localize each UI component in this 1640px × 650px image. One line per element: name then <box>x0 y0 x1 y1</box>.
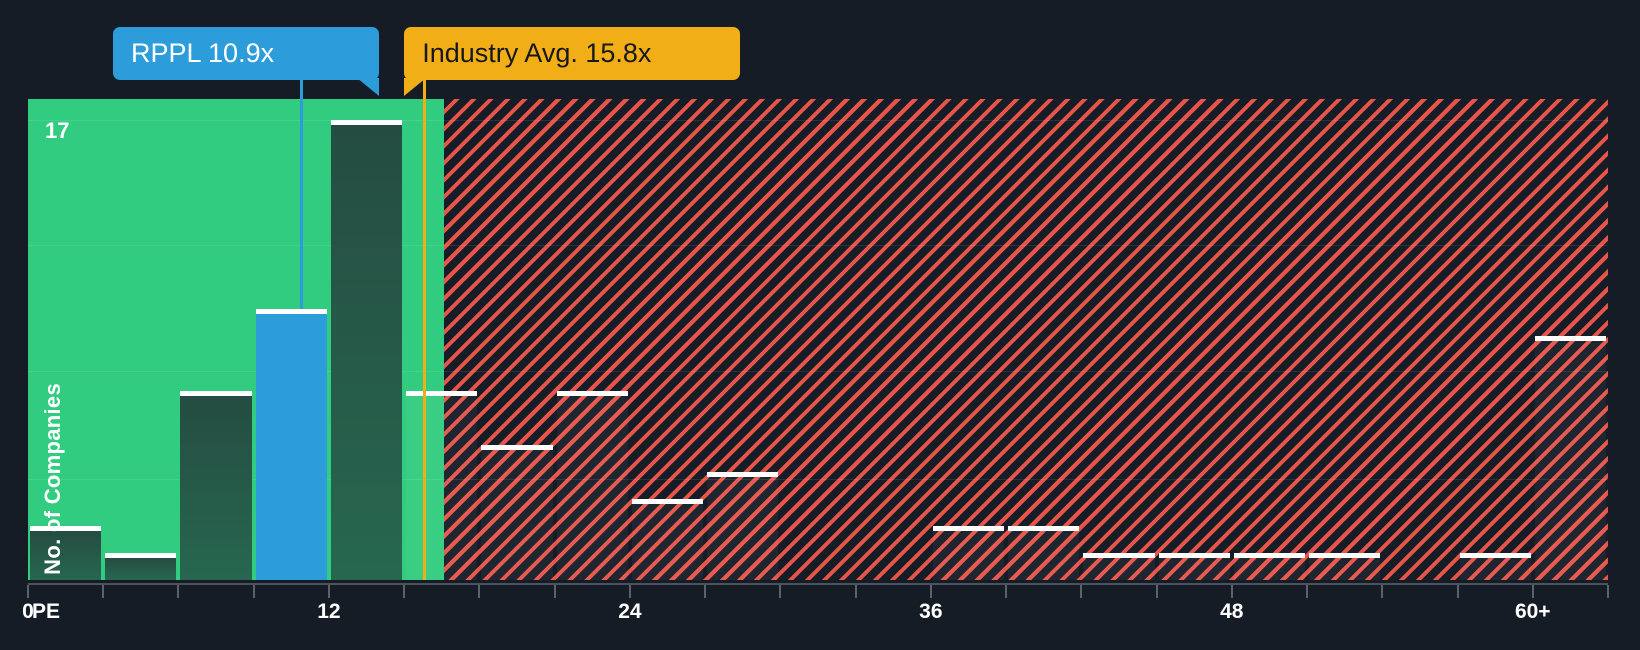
x-axis-tick <box>478 585 481 598</box>
company-marker-leader <box>300 80 304 99</box>
overvalued-zone <box>444 99 1608 580</box>
x-axis-tick-label: 12 <box>317 600 341 623</box>
company-pe-badge[interactable]: RPPL 10.9x <box>113 27 379 96</box>
x-axis-tick <box>854 585 857 598</box>
x-axis-tick <box>929 585 932 598</box>
x-axis-tick <box>1005 585 1008 598</box>
x-axis-tick <box>779 585 782 598</box>
badge-tail <box>357 78 379 96</box>
company-pe-badge-label: RPPL 10.9x <box>131 38 275 68</box>
industry-pe-badge[interactable]: Industry Avg. 15.8x <box>404 27 741 96</box>
plot-area <box>28 99 1608 580</box>
bar <box>1309 552 1381 580</box>
bar <box>1083 552 1155 580</box>
x-axis-tick-label: 0 <box>22 600 34 623</box>
bar <box>707 471 779 580</box>
x-axis-line <box>28 583 1608 585</box>
industry-pe-badge-label: Industry Avg. 15.8x <box>422 38 652 68</box>
x-axis-tick <box>252 585 255 598</box>
bar <box>481 444 553 580</box>
x-axis-tick <box>1456 585 1459 598</box>
x-axis-tick <box>1531 585 1534 598</box>
x-axis-tick-label: 36 <box>919 600 943 623</box>
x-axis-tick <box>553 585 556 598</box>
x-axis-tick <box>1607 585 1609 598</box>
x-axis-tick <box>327 585 330 598</box>
x-axis-tick <box>1381 585 1384 598</box>
x-axis-tick <box>1306 585 1309 598</box>
x-axis-prefix-label: PE <box>32 600 61 623</box>
bar <box>406 390 478 580</box>
x-axis-tick <box>403 585 406 598</box>
x-axis-tick-label: 60+ <box>1514 600 1551 623</box>
x-axis-tick <box>177 585 180 598</box>
bar <box>1534 336 1606 580</box>
bar <box>932 525 1005 580</box>
bar <box>631 498 704 580</box>
bar <box>105 552 177 580</box>
company-marker-line <box>300 99 304 310</box>
x-axis-tick-label: 24 <box>618 600 642 623</box>
gridline <box>28 371 1608 372</box>
industry-marker-line <box>423 99 427 580</box>
x-axis-tick <box>27 585 29 598</box>
x-axis-tick <box>1155 585 1158 598</box>
bar <box>180 390 252 580</box>
x-axis-tick <box>628 585 631 598</box>
y-max-value: 17 <box>45 118 70 143</box>
x-axis-tick <box>704 585 707 598</box>
bar <box>1008 525 1080 580</box>
bar <box>1158 552 1230 580</box>
bar <box>1233 552 1306 580</box>
bar <box>1459 552 1531 580</box>
gridline <box>28 245 1608 246</box>
bar <box>330 120 403 580</box>
bar <box>556 390 628 580</box>
gridline <box>28 120 1608 121</box>
x-axis-tick <box>1080 585 1083 598</box>
gridline <box>28 479 1608 480</box>
x-axis-tick <box>1230 585 1233 598</box>
badge-tail <box>404 78 427 96</box>
bar <box>30 525 102 580</box>
bar <box>255 309 327 580</box>
x-axis-tick <box>102 585 105 598</box>
y-axis-title: No. of Companies <box>40 383 65 575</box>
x-axis-tick-label: 48 <box>1220 600 1244 623</box>
